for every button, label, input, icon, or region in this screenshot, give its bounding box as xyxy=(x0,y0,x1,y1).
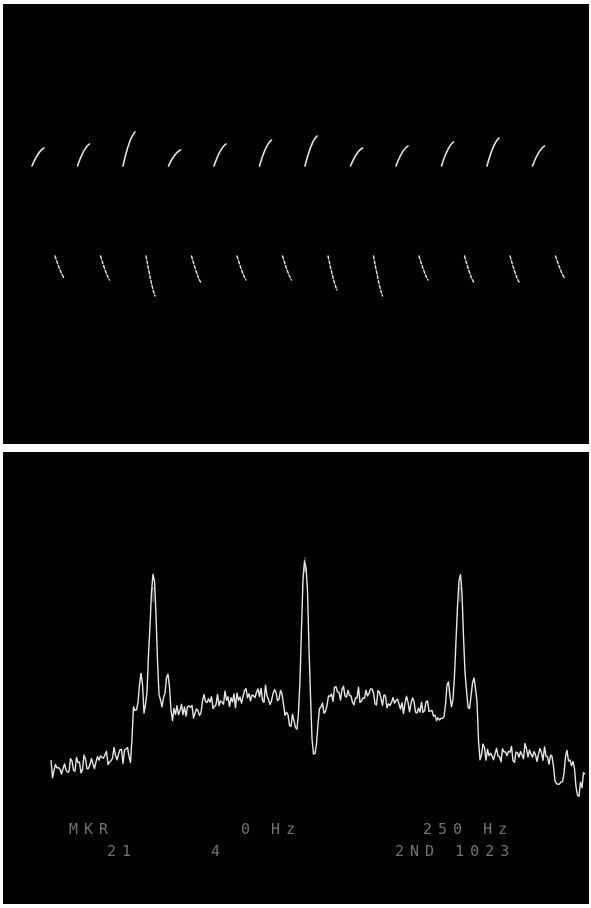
waveform-upper-segment xyxy=(349,147,364,167)
readout-row2-left: 21 xyxy=(107,842,138,860)
waveform-upper-segment xyxy=(213,143,227,167)
readout-row1-right: 250 Hz xyxy=(423,820,514,838)
readout-row2-right: 2ND 1023 xyxy=(395,842,516,860)
spectrum-trace xyxy=(50,557,586,797)
waveform-upper-segment xyxy=(258,139,273,167)
waveform-lower-segment xyxy=(99,255,111,281)
readout-row1-mid: 0 Hz xyxy=(241,820,302,838)
waveform-lower-segment xyxy=(145,255,156,297)
waveform-upper-segment xyxy=(440,141,455,167)
waveform-lower-segment xyxy=(190,255,202,283)
waveform-lower-segment xyxy=(372,255,384,297)
waveform-lower-segment xyxy=(554,255,566,279)
waveform-upper-segment xyxy=(304,135,318,167)
waveform-upper-segment xyxy=(167,149,182,167)
readout-row2-mid: 4 xyxy=(211,842,227,860)
waveform-lower-segment xyxy=(509,255,520,283)
waveform-trace xyxy=(31,131,566,297)
waveform-upper-segment xyxy=(486,137,500,167)
waveform-upper-segment xyxy=(531,145,546,167)
waveform-upper-segment xyxy=(31,147,45,167)
spectrum-display: MKR 0 Hz 250 Hz 21 4 2ND 1023 xyxy=(3,452,589,904)
waveform-lower-segment xyxy=(54,255,65,279)
readout-row1-left: MKR xyxy=(69,820,115,838)
waveform-lower-segment xyxy=(327,255,338,291)
waveform-lower-segment xyxy=(418,255,429,281)
waveform-lower-segment xyxy=(236,255,247,281)
waveform-upper-segment xyxy=(395,145,409,167)
waveform-display xyxy=(3,4,589,444)
waveform-upper-segment xyxy=(122,131,136,167)
waveform-lower-segment xyxy=(281,255,293,281)
waveform-upper-segment xyxy=(76,143,91,167)
spectrum-line xyxy=(50,560,586,797)
waveform-lower-segment xyxy=(463,255,475,283)
